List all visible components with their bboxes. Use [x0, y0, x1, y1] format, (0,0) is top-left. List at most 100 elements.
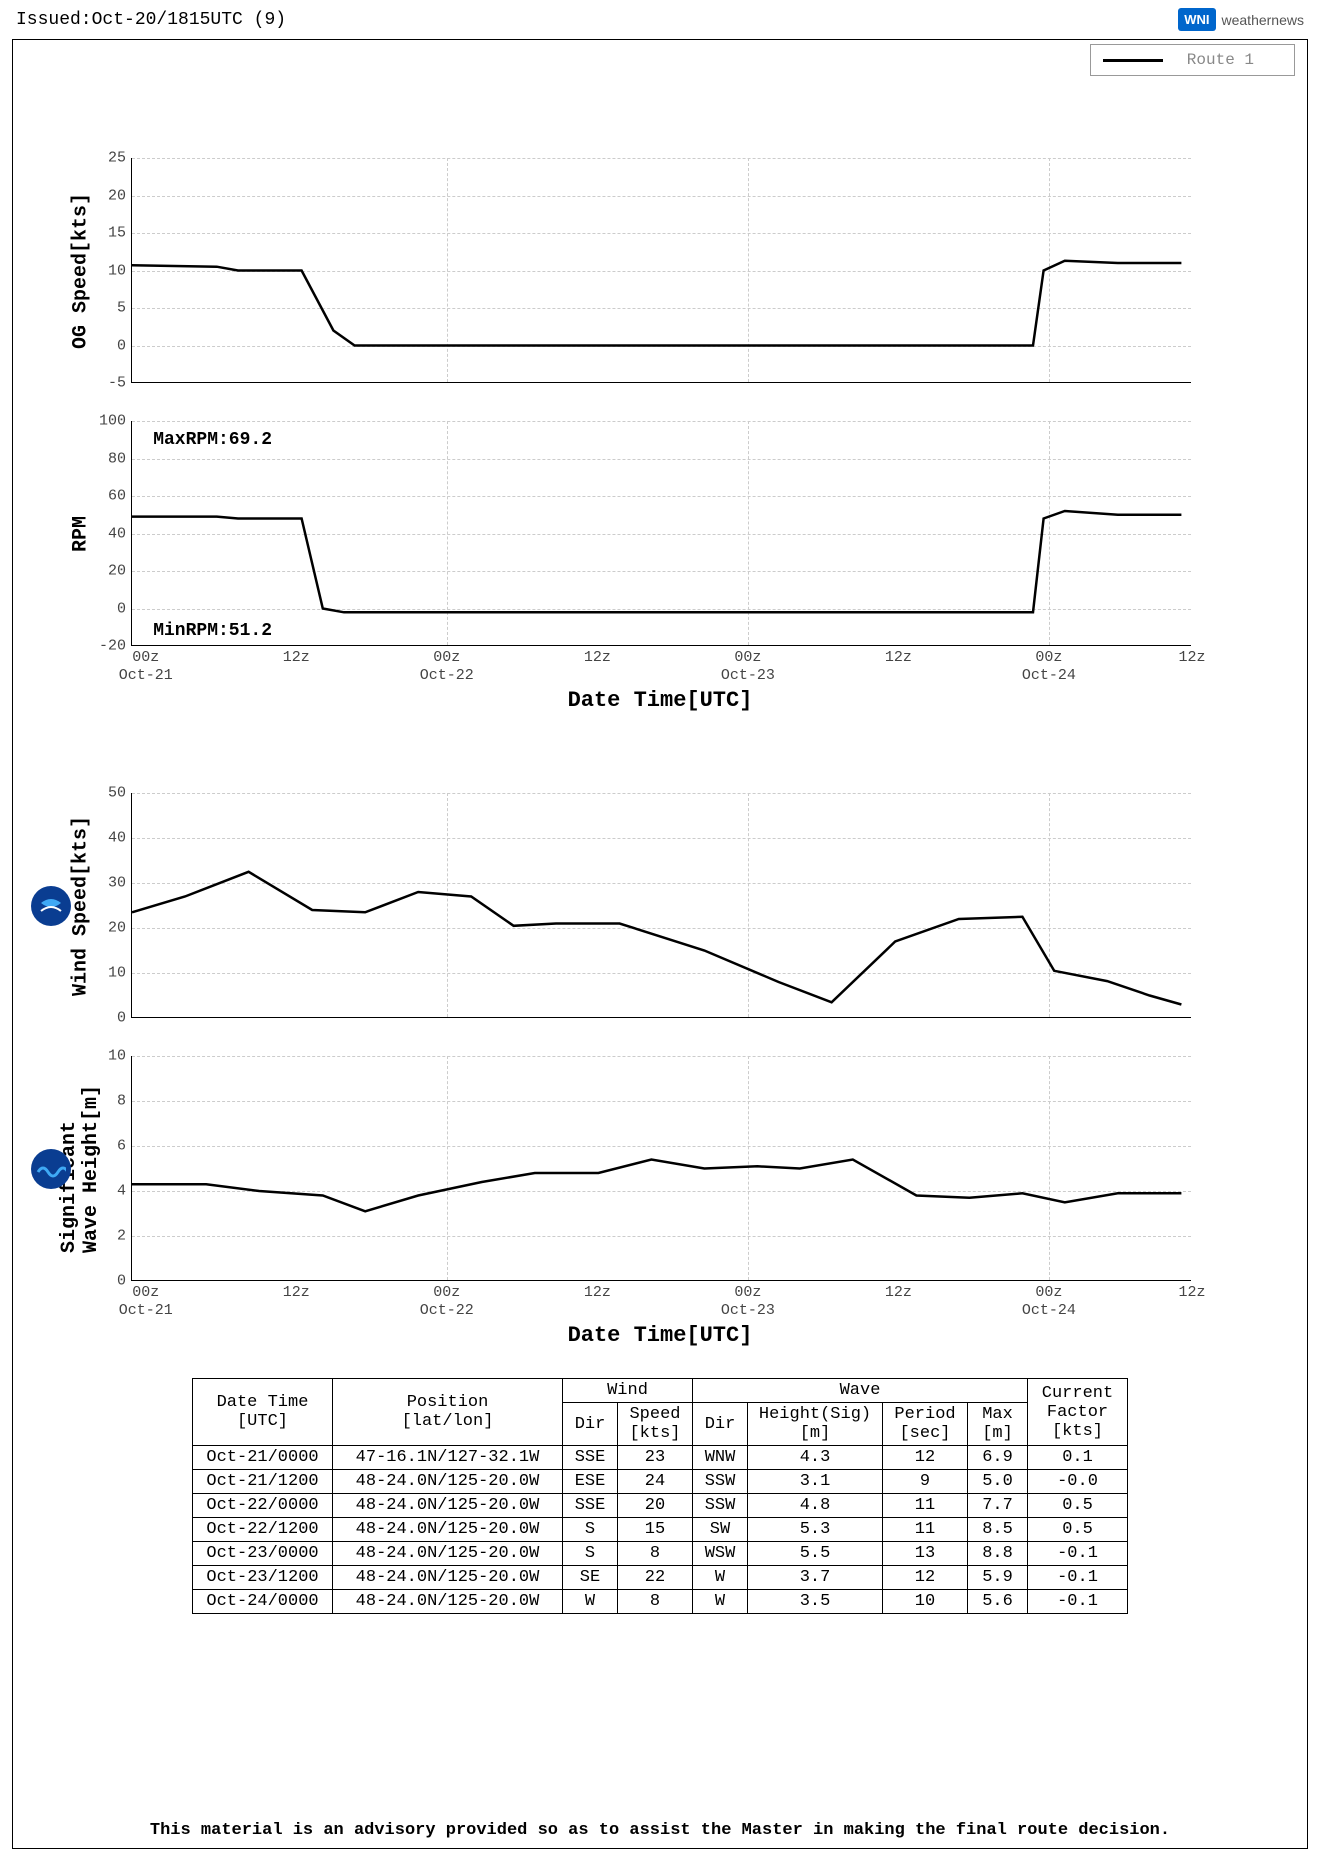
- table-cell: 11: [883, 1494, 968, 1518]
- table-cell: 5.3: [748, 1518, 883, 1542]
- table-cell: 48-24.0N/125-20.0W: [333, 1590, 563, 1614]
- axis-title: Date Time[UTC]: [21, 1323, 1299, 1348]
- ytick: 80: [108, 450, 126, 467]
- annotation: MinRPM:51.2: [153, 621, 272, 641]
- table-cell: ESE: [563, 1470, 618, 1494]
- xtick: 12z: [584, 649, 611, 667]
- forecast-table: Date Time[UTC]Position[lat/lon]WindWaveC…: [192, 1378, 1128, 1614]
- ytick: 25: [108, 150, 126, 167]
- table-cell: 23: [618, 1446, 693, 1470]
- table-cell: SSE: [563, 1446, 618, 1470]
- table-cell: W: [563, 1590, 618, 1614]
- xtick: 00zOct-22: [420, 649, 474, 685]
- table-cell: 47-16.1N/127-32.1W: [333, 1446, 563, 1470]
- ytick: 20: [108, 563, 126, 580]
- table-cell: 4.8: [748, 1494, 883, 1518]
- table-cell: S: [563, 1542, 618, 1566]
- ylabel-wind: Wind Speed[kts]: [70, 815, 93, 995]
- series-line: [132, 793, 1192, 1018]
- xtick: 12z: [885, 1284, 912, 1302]
- xtick: 00zOct-22: [420, 1284, 474, 1320]
- table-header: Wave: [693, 1379, 1028, 1403]
- ytick: 0: [117, 1010, 126, 1027]
- table-cell: 0.5: [1028, 1518, 1128, 1542]
- table-cell: Oct-22/0000: [193, 1494, 333, 1518]
- xtick: 12z: [1178, 649, 1205, 667]
- table-cell: 22: [618, 1566, 693, 1590]
- table-cell: SW: [693, 1518, 748, 1542]
- series-line: [132, 1056, 1192, 1281]
- table-cell: Oct-22/1200: [193, 1518, 333, 1542]
- table-row: Oct-21/120048-24.0N/125-20.0WESE24SSW3.1…: [193, 1470, 1128, 1494]
- table-header: Dir: [693, 1403, 748, 1446]
- table-cell: 11: [883, 1518, 968, 1542]
- xtick: 12z: [283, 1284, 310, 1302]
- legend-line: [1103, 59, 1163, 62]
- ytick: 15: [108, 225, 126, 242]
- ytick: 6: [117, 1138, 126, 1155]
- table-header: Speed[kts]: [618, 1403, 693, 1446]
- ytick: -5: [108, 375, 126, 392]
- table-row: Oct-22/000048-24.0N/125-20.0WSSE20SSW4.8…: [193, 1494, 1128, 1518]
- ytick: 60: [108, 488, 126, 505]
- table-cell: WSW: [693, 1542, 748, 1566]
- page-frame: Route 1 OG Speed[kts]-50510152025 RPM-200…: [12, 39, 1308, 1849]
- xtick: 12z: [1178, 1284, 1205, 1302]
- table-cell: 5.5: [748, 1542, 883, 1566]
- table-cell: 8: [618, 1590, 693, 1614]
- legend-label: Route 1: [1187, 51, 1254, 69]
- table-cell: Oct-21/0000: [193, 1446, 333, 1470]
- ytick: 8: [117, 1093, 126, 1110]
- table-row: Oct-23/120048-24.0N/125-20.0WSE22W3.7125…: [193, 1566, 1128, 1590]
- table-cell: 3.1: [748, 1470, 883, 1494]
- axis-title: Date Time[UTC]: [21, 688, 1299, 713]
- table-cell: 15: [618, 1518, 693, 1542]
- table-cell: -0.0: [1028, 1470, 1128, 1494]
- table-cell: 5.0: [968, 1470, 1028, 1494]
- table-cell: Oct-23/1200: [193, 1566, 333, 1590]
- table-cell: -0.1: [1028, 1566, 1128, 1590]
- chart-rpm: RPM-20020406080100MaxRPM:69.2MinRPM:51.2…: [131, 421, 1299, 646]
- table-cell: 12: [883, 1566, 968, 1590]
- brand-logo: WNI weathernews: [1178, 8, 1304, 31]
- ytick: 2: [117, 1228, 126, 1245]
- table-row: Oct-24/000048-24.0N/125-20.0WW8W3.5105.6…: [193, 1590, 1128, 1614]
- table-cell: 4.3: [748, 1446, 883, 1470]
- plot-area-wind: 01020304050: [131, 793, 1191, 1018]
- xtick: 00zOct-23: [721, 649, 775, 685]
- series-line: [132, 158, 1192, 383]
- table-cell: -0.1: [1028, 1542, 1128, 1566]
- ytick: 10: [108, 262, 126, 279]
- ytick: 40: [108, 830, 126, 847]
- ytick: 10: [108, 965, 126, 982]
- series-line: [132, 421, 1192, 646]
- ytick: 40: [108, 525, 126, 542]
- xtick: 00zOct-24: [1022, 649, 1076, 685]
- issued-text: Issued:Oct-20/1815UTC (9): [16, 10, 286, 30]
- table-cell: 10: [883, 1590, 968, 1614]
- ytick: 50: [108, 785, 126, 802]
- brand-name: weathernews: [1222, 12, 1305, 28]
- table-cell: SSE: [563, 1494, 618, 1518]
- plot-area-og: -50510152025: [131, 158, 1191, 383]
- table-cell: 48-24.0N/125-20.0W: [333, 1470, 563, 1494]
- wind-icon: [31, 886, 71, 926]
- ytick: 0: [117, 600, 126, 617]
- table-cell: 12: [883, 1446, 968, 1470]
- table-header: Max[m]: [968, 1403, 1028, 1446]
- table-cell: W: [693, 1590, 748, 1614]
- brand-badge: WNI: [1178, 8, 1215, 31]
- table-cell: 0.1: [1028, 1446, 1128, 1470]
- table-row: Oct-21/000047-16.1N/127-32.1WSSE23WNW4.3…: [193, 1446, 1128, 1470]
- table-cell: 48-24.0N/125-20.0W: [333, 1566, 563, 1590]
- table-cell: W: [693, 1566, 748, 1590]
- ylabel-rpm: RPM: [70, 515, 93, 551]
- table-cell: 3.5: [748, 1590, 883, 1614]
- chart-og: OG Speed[kts]-50510152025: [131, 158, 1299, 383]
- xtick: 00zOct-24: [1022, 1284, 1076, 1320]
- table-header: CurrentFactor[kts]: [1028, 1379, 1128, 1446]
- table-cell: 8: [618, 1542, 693, 1566]
- ytick: 10: [108, 1048, 126, 1065]
- table-row: Oct-22/120048-24.0N/125-20.0WS15SW5.3118…: [193, 1518, 1128, 1542]
- table-cell: 8.5: [968, 1518, 1028, 1542]
